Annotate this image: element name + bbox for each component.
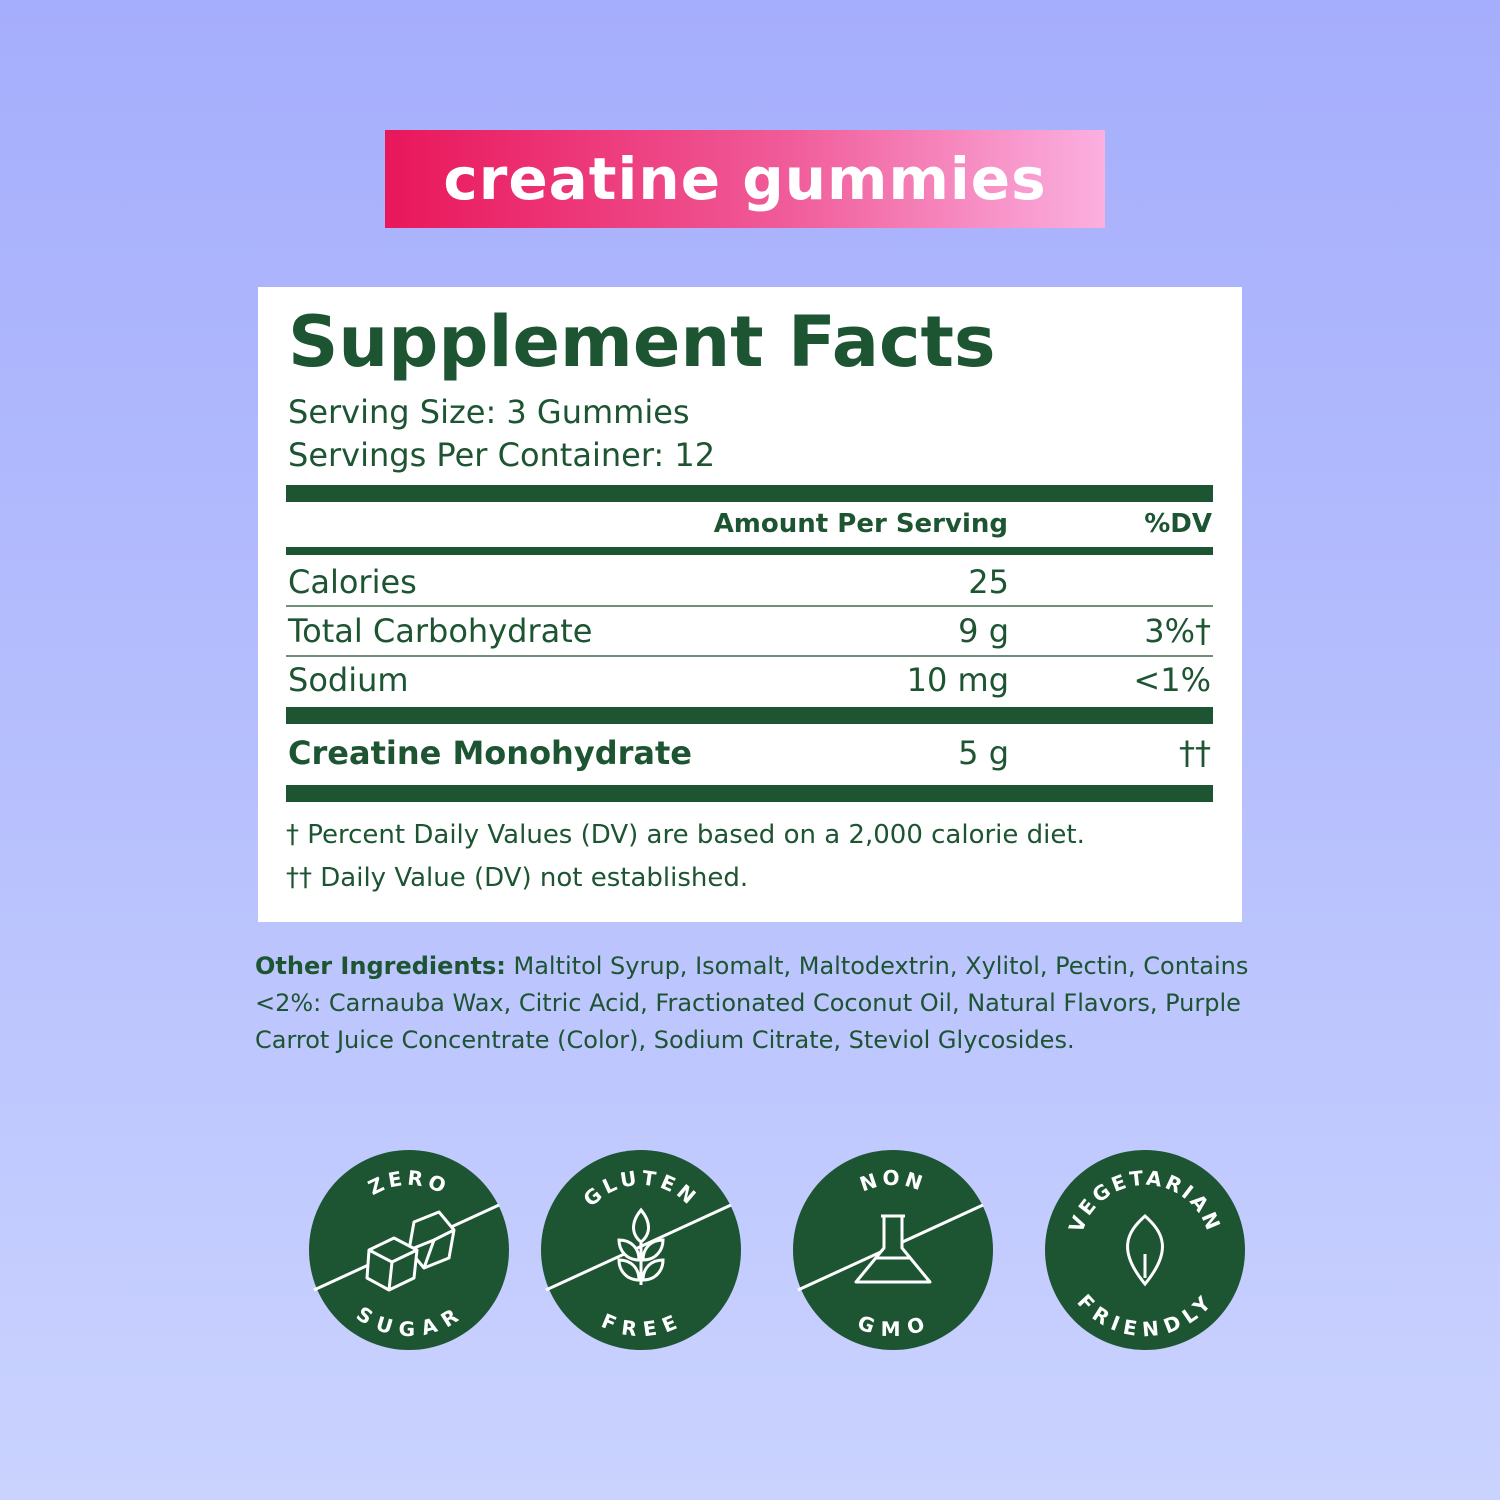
badge-zero-sugar: ZERO SUGAR — [309, 1150, 509, 1350]
other-ingredients: Other Ingredients: Maltitol Syrup, Isoma… — [255, 948, 1265, 1059]
ingredients-label: Other Ingredients: — [255, 952, 506, 980]
row-name: Total Carbohydrate — [288, 612, 593, 650]
row-dv: <1% — [1133, 661, 1211, 699]
product-banner: creatine gummies — [385, 130, 1105, 228]
header-amount: Amount Per Serving — [713, 509, 1008, 539]
row-amount: 10 mg — [906, 661, 1009, 699]
table-row: Sodium 10 mg <1% — [288, 661, 1211, 701]
footnote: †† Daily Value (DV) not established. — [286, 863, 749, 893]
divider — [286, 485, 1213, 502]
divider — [286, 785, 1213, 802]
supplement-facts-panel: Supplement Facts Serving Size: 3 Gummies… — [258, 287, 1242, 922]
product-name: creatine gummies — [443, 145, 1047, 213]
row-name: Sodium — [288, 661, 409, 699]
table-row: Creatine Monohydrate 5 g †† — [288, 734, 1211, 774]
badge-gluten-free: GLUTEN FREE — [541, 1150, 741, 1350]
badge-vegetarian-friendly: VEGETARIAN FRIENDLY — [1045, 1150, 1245, 1350]
divider — [286, 655, 1213, 657]
divider — [286, 707, 1213, 724]
footnote: † Percent Daily Values (DV) are based on… — [286, 820, 1085, 850]
row-dv: †† — [1179, 734, 1211, 772]
leaf-icon — [1126, 1213, 1164, 1287]
table-row: Total Carbohydrate 9 g 3%† — [288, 612, 1211, 652]
row-amount: 25 — [968, 563, 1009, 601]
header-dv: %DV — [1144, 509, 1212, 539]
flask-icon — [854, 1214, 932, 1284]
sugar-cubes-icon — [365, 1210, 456, 1292]
badge-non-gmo: NON GMO — [793, 1150, 993, 1350]
row-name: Creatine Monohydrate — [288, 734, 692, 772]
row-dv: 3%† — [1144, 612, 1211, 650]
row-amount: 9 g — [958, 612, 1009, 650]
wheat-icon — [617, 1207, 665, 1285]
row-amount: 5 g — [958, 734, 1009, 772]
servings-per-container: Servings Per Container: 12 — [288, 436, 716, 474]
row-name: Calories — [288, 563, 417, 601]
divider — [286, 605, 1213, 607]
ingredients-text: Maltitol Syrup, Isomalt, Maltodextrin, X… — [255, 952, 1249, 1054]
facts-title: Supplement Facts — [288, 301, 996, 383]
divider — [286, 547, 1213, 555]
serving-size: Serving Size: 3 Gummies — [288, 393, 690, 431]
table-row: Calories 25 — [288, 563, 1211, 603]
